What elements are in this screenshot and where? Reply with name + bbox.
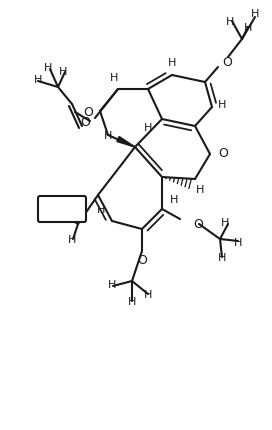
Text: H: H xyxy=(59,209,67,219)
Text: H: H xyxy=(168,58,176,68)
Text: O: O xyxy=(218,146,228,159)
Text: O: O xyxy=(222,55,232,68)
Text: H: H xyxy=(59,67,67,77)
Text: O: O xyxy=(137,253,147,266)
Text: H: H xyxy=(34,75,42,85)
Text: H: H xyxy=(68,234,76,244)
Text: H: H xyxy=(128,296,136,306)
Text: H: H xyxy=(170,194,178,205)
Text: H: H xyxy=(97,205,105,215)
Text: H: H xyxy=(144,289,152,299)
Text: H: H xyxy=(108,280,116,289)
Text: H: H xyxy=(110,73,118,83)
Text: O: O xyxy=(80,115,90,128)
Text: O: O xyxy=(193,218,203,231)
Text: H: H xyxy=(196,184,204,194)
Text: H: H xyxy=(251,9,259,19)
Text: H: H xyxy=(234,237,242,247)
Text: H: H xyxy=(44,63,52,73)
Text: H: H xyxy=(244,23,252,33)
FancyBboxPatch shape xyxy=(38,197,86,222)
Text: H: H xyxy=(218,100,226,110)
Text: H: H xyxy=(226,17,234,27)
Text: O: O xyxy=(83,105,93,118)
Text: H: H xyxy=(221,218,229,227)
Polygon shape xyxy=(117,137,135,147)
Text: H: H xyxy=(218,252,226,262)
Text: H: H xyxy=(104,131,112,141)
Text: Abs: Abs xyxy=(51,203,73,216)
Text: H: H xyxy=(144,123,152,133)
